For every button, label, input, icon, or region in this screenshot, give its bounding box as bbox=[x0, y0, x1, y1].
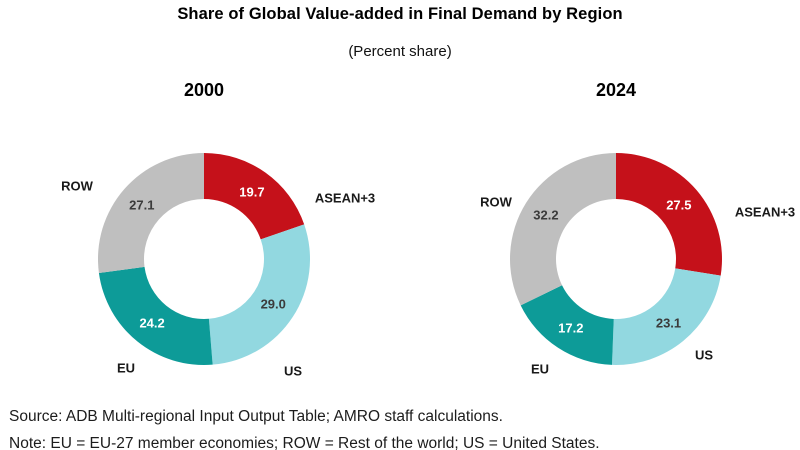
donut-2024-svg bbox=[509, 153, 722, 365]
donut-chart-2000: 2000 19.7 29.0 24.2 27.1 ASEAN+3 US EU ROW bbox=[44, 80, 375, 395]
donut-slice-eu bbox=[520, 285, 614, 365]
donut-slice-row bbox=[97, 153, 204, 273]
donut-slice-row bbox=[509, 153, 616, 306]
donut-2000-svg bbox=[97, 153, 311, 366]
chart-subtitle: (Percent share) bbox=[348, 43, 452, 60]
chart-year-label: 2024 bbox=[595, 80, 637, 100]
donut-slice-us bbox=[612, 268, 721, 365]
chart-title: Share of Global Value-added in Final Dem… bbox=[177, 5, 623, 23]
donut-slice-us bbox=[208, 224, 311, 365]
slice-label-asean3: ASEAN+3 bbox=[314, 190, 376, 206]
slice-label-row: ROW bbox=[480, 194, 512, 210]
slice-label-us: US bbox=[283, 363, 303, 379]
donut-slice-asean3 bbox=[204, 153, 305, 240]
slice-label-row: ROW bbox=[61, 178, 93, 194]
slice-label-us: US bbox=[694, 347, 714, 363]
donut-slice-eu bbox=[98, 266, 213, 366]
donut-chart-2024: 2024 27.5 23.1 17.2 32.2 ASEAN+3 US EU ROW bbox=[456, 80, 795, 395]
chart-year-label: 2000 bbox=[183, 80, 225, 100]
donut-slice-asean3 bbox=[616, 153, 722, 276]
slice-label-eu: EU bbox=[116, 360, 136, 376]
slice-label-asean3: ASEAN+3 bbox=[734, 204, 796, 220]
footnote: Note: EU = EU-27 member economies; ROW =… bbox=[9, 435, 600, 450]
slice-label-eu: EU bbox=[530, 361, 550, 377]
source-note: Source: ADB Multi-regional Input Output … bbox=[9, 408, 503, 425]
